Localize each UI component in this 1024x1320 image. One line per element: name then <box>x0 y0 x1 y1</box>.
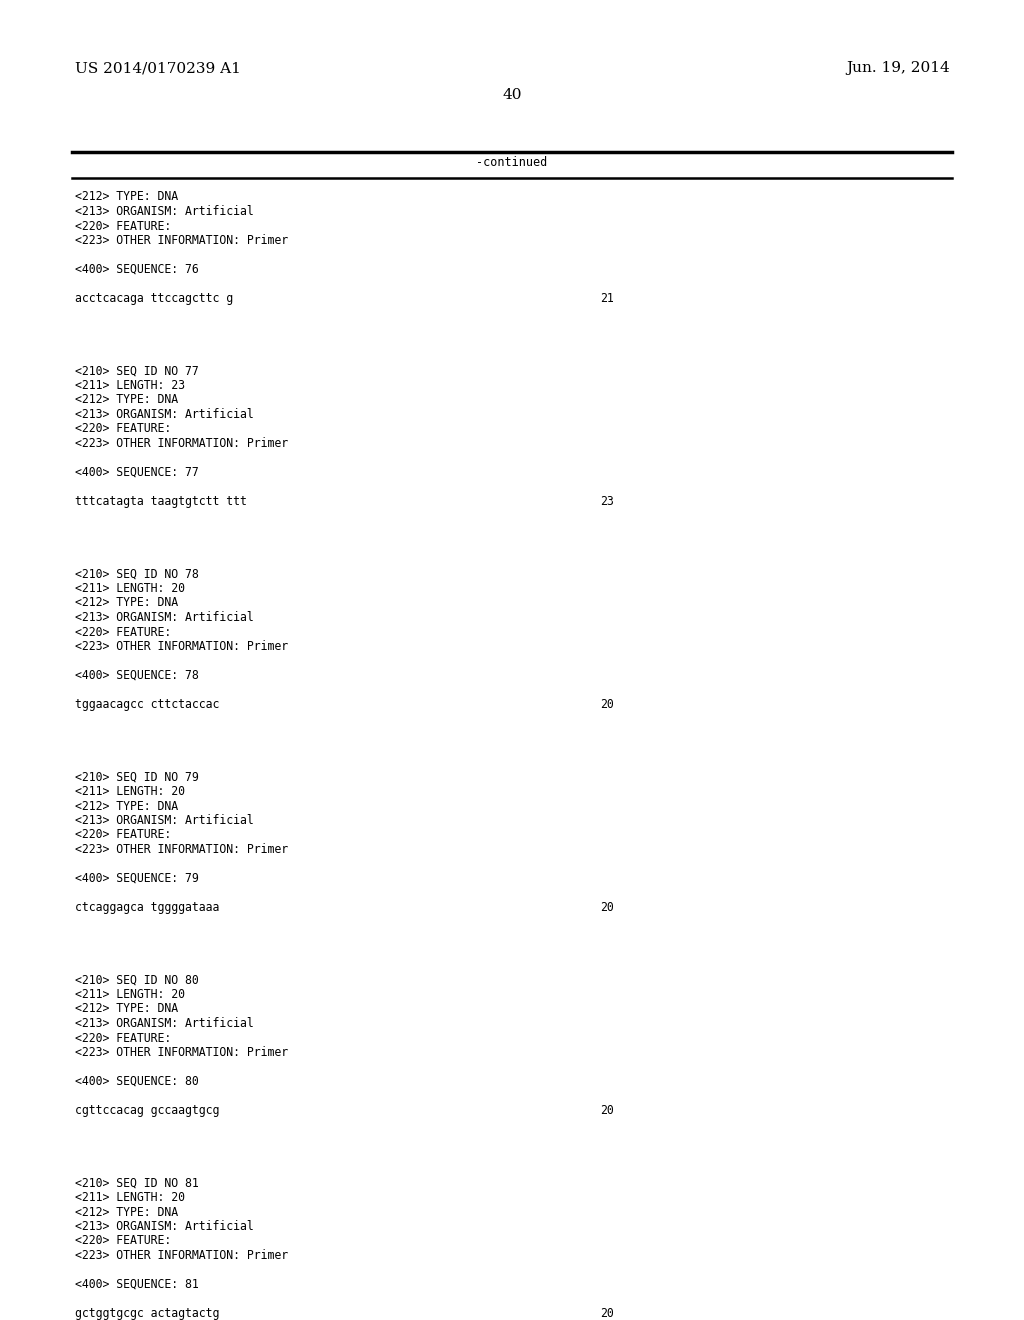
Text: <212> TYPE: DNA: <212> TYPE: DNA <box>75 597 178 610</box>
Text: <220> FEATURE:: <220> FEATURE: <box>75 626 171 639</box>
Text: US 2014/0170239 A1: US 2014/0170239 A1 <box>75 61 241 75</box>
Text: <211> LENGTH: 20: <211> LENGTH: 20 <box>75 987 185 1001</box>
Text: <211> LENGTH: 20: <211> LENGTH: 20 <box>75 1191 185 1204</box>
Text: <213> ORGANISM: Artificial: <213> ORGANISM: Artificial <box>75 1220 254 1233</box>
Text: <220> FEATURE:: <220> FEATURE: <box>75 219 171 232</box>
Text: cgttccacag gccaagtgcg: cgttccacag gccaagtgcg <box>75 1104 219 1117</box>
Text: 40: 40 <box>502 88 522 102</box>
Text: 20: 20 <box>600 1104 613 1117</box>
Text: <223> OTHER INFORMATION: Primer: <223> OTHER INFORMATION: Primer <box>75 843 288 855</box>
Text: 20: 20 <box>600 1307 613 1320</box>
Text: acctcacaga ttccagcttc g: acctcacaga ttccagcttc g <box>75 292 233 305</box>
Text: <220> FEATURE:: <220> FEATURE: <box>75 1031 171 1044</box>
Text: <400> SEQUENCE: 79: <400> SEQUENCE: 79 <box>75 873 199 884</box>
Text: <213> ORGANISM: Artificial: <213> ORGANISM: Artificial <box>75 1016 254 1030</box>
Text: -continued: -continued <box>476 157 548 169</box>
Text: <213> ORGANISM: Artificial: <213> ORGANISM: Artificial <box>75 814 254 828</box>
Text: <223> OTHER INFORMATION: Primer: <223> OTHER INFORMATION: Primer <box>75 437 288 450</box>
Text: 20: 20 <box>600 698 613 711</box>
Text: <212> TYPE: DNA: <212> TYPE: DNA <box>75 800 178 813</box>
Text: 21: 21 <box>600 292 613 305</box>
Text: <212> TYPE: DNA: <212> TYPE: DNA <box>75 190 178 203</box>
Text: gctggtgcgc actagtactg: gctggtgcgc actagtactg <box>75 1307 219 1320</box>
Text: <220> FEATURE:: <220> FEATURE: <box>75 422 171 436</box>
Text: <223> OTHER INFORMATION: Primer: <223> OTHER INFORMATION: Primer <box>75 1045 288 1059</box>
Text: tttcatagta taagtgtctt ttt: tttcatagta taagtgtctt ttt <box>75 495 247 508</box>
Text: <210> SEQ ID NO 80: <210> SEQ ID NO 80 <box>75 974 199 986</box>
Text: <210> SEQ ID NO 81: <210> SEQ ID NO 81 <box>75 1176 199 1189</box>
Text: <400> SEQUENCE: 81: <400> SEQUENCE: 81 <box>75 1278 199 1291</box>
Text: <213> ORGANISM: Artificial: <213> ORGANISM: Artificial <box>75 611 254 624</box>
Text: <212> TYPE: DNA: <212> TYPE: DNA <box>75 1002 178 1015</box>
Text: <400> SEQUENCE: 77: <400> SEQUENCE: 77 <box>75 466 199 479</box>
Text: <211> LENGTH: 20: <211> LENGTH: 20 <box>75 785 185 799</box>
Text: <220> FEATURE:: <220> FEATURE: <box>75 829 171 842</box>
Text: <210> SEQ ID NO 78: <210> SEQ ID NO 78 <box>75 568 199 581</box>
Text: <210> SEQ ID NO 77: <210> SEQ ID NO 77 <box>75 364 199 378</box>
Text: <400> SEQUENCE: 80: <400> SEQUENCE: 80 <box>75 1074 199 1088</box>
Text: Jun. 19, 2014: Jun. 19, 2014 <box>846 61 950 75</box>
Text: <223> OTHER INFORMATION: Primer: <223> OTHER INFORMATION: Primer <box>75 234 288 247</box>
Text: <210> SEQ ID NO 79: <210> SEQ ID NO 79 <box>75 771 199 784</box>
Text: <212> TYPE: DNA: <212> TYPE: DNA <box>75 1205 178 1218</box>
Text: 23: 23 <box>600 495 613 508</box>
Text: <223> OTHER INFORMATION: Primer: <223> OTHER INFORMATION: Primer <box>75 1249 288 1262</box>
Text: <223> OTHER INFORMATION: Primer: <223> OTHER INFORMATION: Primer <box>75 640 288 653</box>
Text: <211> LENGTH: 20: <211> LENGTH: 20 <box>75 582 185 595</box>
Text: <212> TYPE: DNA: <212> TYPE: DNA <box>75 393 178 407</box>
Text: tggaacagcc cttctaccac: tggaacagcc cttctaccac <box>75 698 219 711</box>
Text: <400> SEQUENCE: 76: <400> SEQUENCE: 76 <box>75 263 199 276</box>
Text: ctcaggagca tggggataaa: ctcaggagca tggggataaa <box>75 902 219 913</box>
Text: 20: 20 <box>600 902 613 913</box>
Text: <213> ORGANISM: Artificial: <213> ORGANISM: Artificial <box>75 408 254 421</box>
Text: <400> SEQUENCE: 78: <400> SEQUENCE: 78 <box>75 669 199 682</box>
Text: <220> FEATURE:: <220> FEATURE: <box>75 1234 171 1247</box>
Text: <213> ORGANISM: Artificial: <213> ORGANISM: Artificial <box>75 205 254 218</box>
Text: <211> LENGTH: 23: <211> LENGTH: 23 <box>75 379 185 392</box>
